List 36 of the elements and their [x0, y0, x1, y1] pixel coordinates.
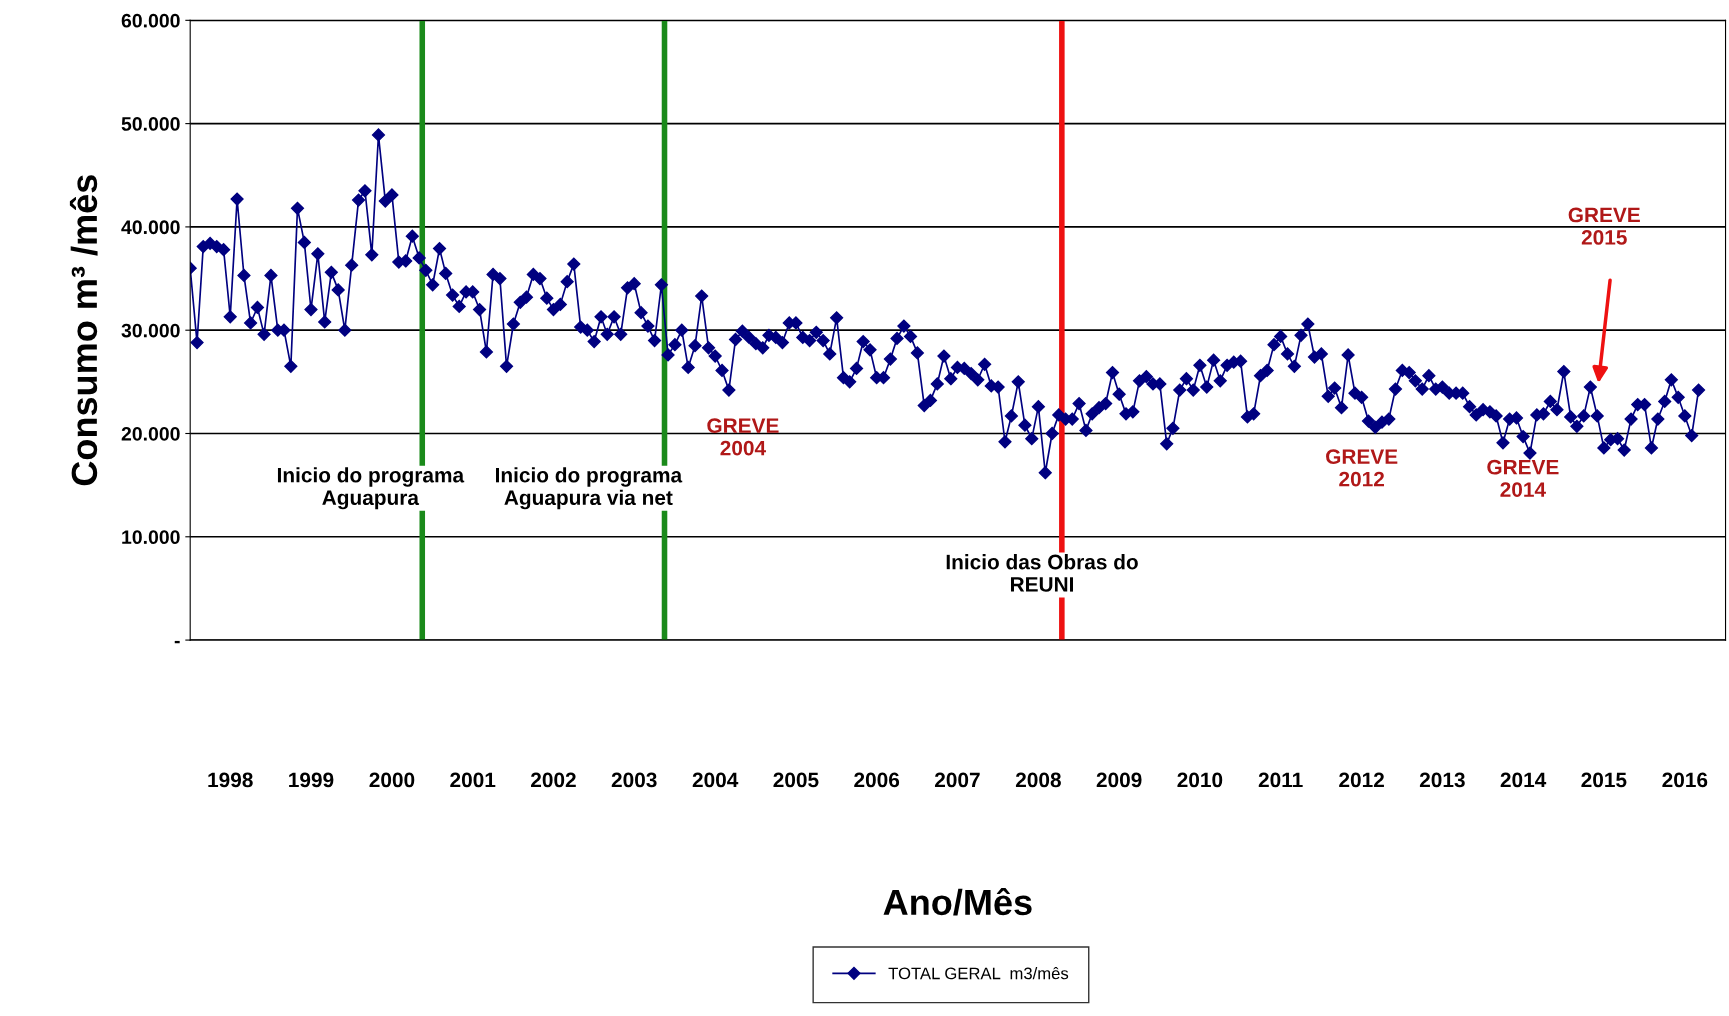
legend-label: TOTAL GERAL m3/mês [888, 967, 1069, 980]
x-tick-label: 2015 [1581, 772, 1627, 788]
y-axis-title: Consumo m³ /mês [69, 175, 98, 486]
x-tick-label: 2006 [854, 772, 900, 788]
x-tick-label: 1999 [289, 772, 334, 788]
x-tick-label: 1998 [208, 772, 253, 788]
y-tick-label: 30.000 [121, 323, 180, 338]
ref-line-label: Inicio das Obras do REUNI [946, 554, 1138, 592]
x-tick-label: 2016 [1662, 772, 1708, 788]
x-tick-label: 2002 [531, 772, 576, 788]
x-axis-title: Ano/Mês [883, 887, 1032, 916]
y-tick-label: 10.000 [122, 530, 180, 545]
x-tick-label: 2009 [1096, 772, 1142, 788]
x-tick-label: 2003 [611, 772, 657, 788]
annotation: GREVE 2012 [1326, 449, 1398, 487]
x-tick-label: 2007 [934, 772, 980, 788]
y-tick-label: 50.000 [121, 117, 180, 131]
x-tick-label: 2012 [1339, 772, 1384, 788]
x-tick-label: 2014 [1500, 772, 1547, 788]
annotation: GREVE 2004 [707, 418, 779, 456]
ref-line-label: Inicio do programa Aguapura via net [495, 467, 683, 510]
y-tick-label: 60.000 [121, 13, 180, 28]
y-tick-label: - [174, 640, 180, 644]
ref-line-label: Inicio do programa Aguapura [277, 467, 465, 510]
y-tick-label: 20.000 [121, 426, 180, 441]
x-tick-label: 2013 [1419, 772, 1465, 788]
annotation: GREVE 2014 [1487, 459, 1559, 497]
x-tick-label: 2001 [450, 772, 496, 788]
x-tick-label: 2011 [1258, 772, 1303, 788]
y-tick-label: 40.000 [121, 220, 180, 235]
x-tick-label: 2010 [1177, 772, 1223, 788]
x-tick-label: 2005 [773, 772, 819, 788]
x-tick-label: 2008 [1015, 772, 1061, 788]
x-tick-label: 2000 [369, 772, 415, 788]
annotation: GREVE 2015 [1568, 207, 1640, 245]
x-tick-label: 2004 [692, 772, 739, 788]
